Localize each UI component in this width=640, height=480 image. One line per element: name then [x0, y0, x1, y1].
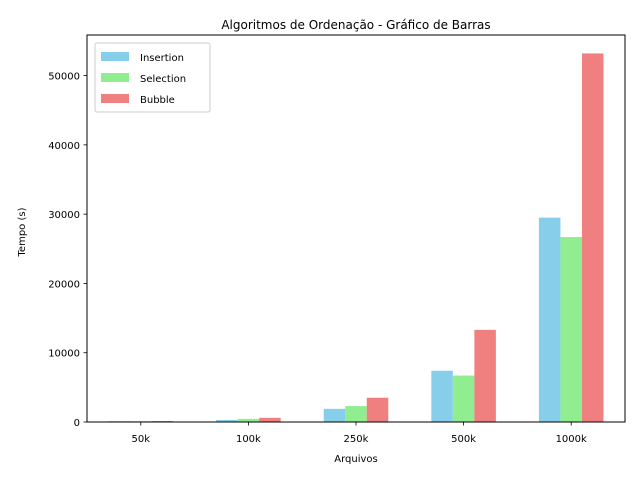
- bar-insertion-250k: [323, 408, 346, 422]
- y-tick-label: 50000: [48, 72, 80, 83]
- y-tick-label: 0: [74, 418, 80, 429]
- bar-insertion-1000k: [538, 217, 561, 422]
- x-tick-label: 50k: [132, 434, 151, 445]
- x-tick-label: 250k: [344, 434, 369, 445]
- legend-label-bubble: Bubble: [140, 95, 175, 106]
- bar-insertion-100k: [216, 419, 238, 422]
- bar-bubble-1000k: [581, 53, 604, 423]
- x-tick-label: 500k: [451, 434, 476, 445]
- y-tick-label: 10000: [48, 349, 80, 360]
- legend-swatch-bubble: [101, 94, 129, 103]
- bar-selection-250k: [345, 406, 367, 422]
- legend: Insertion Selection Bubble: [94, 42, 211, 113]
- bar-selection-100k: [237, 418, 260, 422]
- y-tick-label: 40000: [48, 141, 80, 152]
- bars-group: [108, 53, 604, 423]
- y-tick-label: 30000: [48, 210, 80, 221]
- bar-bubble-250k: [366, 397, 389, 422]
- bar-selection-500k: [452, 375, 475, 422]
- bar-insertion-500k: [431, 370, 453, 422]
- plot-frame: [86, 34, 626, 423]
- x-axis: 50k 100k 250k 500k 1000k: [132, 422, 587, 445]
- x-tick-label: 1000k: [556, 434, 587, 445]
- legend-label-selection: Selection: [140, 74, 186, 85]
- bar-selection-1000k: [560, 237, 582, 422]
- y-tick-label: 20000: [48, 279, 80, 290]
- bar-bubble-500k: [474, 329, 496, 422]
- chart-title: Algoritmos de Ordenação - Gráfico de Bar…: [221, 18, 490, 32]
- legend-swatch-selection: [101, 73, 129, 82]
- legend-swatch-insertion: [101, 52, 129, 61]
- y-axis-label: Tempo (s): [17, 207, 28, 257]
- y-axis: 0 10000 20000 30000 40000 50000: [48, 72, 87, 429]
- legend-label-insertion: Insertion: [140, 53, 184, 64]
- x-axis-label: Arquivos: [334, 454, 378, 465]
- bar-bubble-100k: [259, 417, 281, 422]
- x-tick-label: 100k: [236, 434, 261, 445]
